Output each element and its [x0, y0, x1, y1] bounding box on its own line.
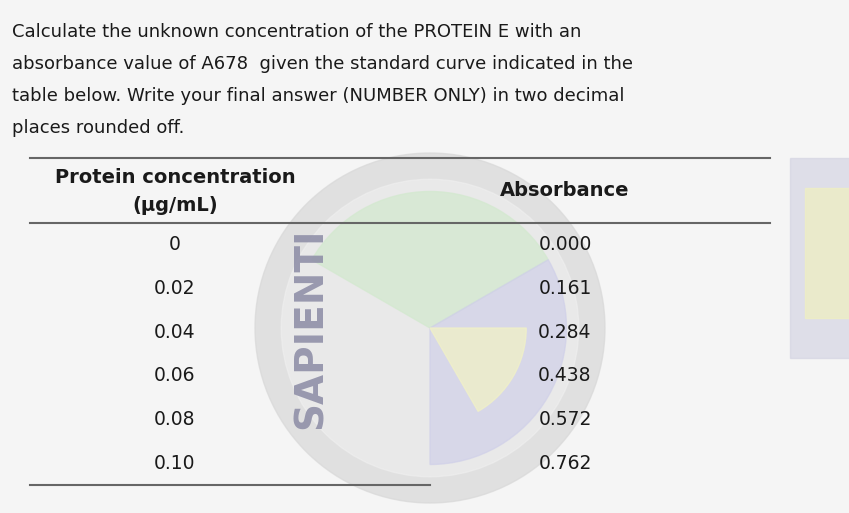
Text: 0: 0: [169, 235, 181, 254]
Text: places rounded off.: places rounded off.: [12, 119, 184, 137]
Text: 0.10: 0.10: [155, 453, 196, 472]
Text: 0.06: 0.06: [155, 366, 196, 385]
Text: 0.762: 0.762: [538, 453, 592, 472]
Wedge shape: [430, 260, 566, 464]
Text: Absorbance: Absorbance: [500, 181, 630, 200]
Text: SAPIENTI: SAPIENTI: [292, 227, 330, 429]
Text: 0.04: 0.04: [155, 323, 196, 342]
Text: 0.572: 0.572: [538, 410, 592, 429]
Text: 0.000: 0.000: [538, 235, 592, 254]
Text: absorbance value of A678  given the standard curve indicated in the: absorbance value of A678 given the stand…: [12, 55, 633, 73]
Wedge shape: [430, 328, 526, 411]
Text: Protein concentration: Protein concentration: [54, 168, 295, 187]
Text: 0.161: 0.161: [538, 279, 592, 298]
Text: 0.02: 0.02: [155, 279, 196, 298]
Text: (μg/mL): (μg/mL): [132, 196, 218, 215]
Text: 0.284: 0.284: [538, 323, 592, 342]
Bar: [790, 158, 849, 358]
Circle shape: [255, 153, 605, 503]
Text: table below. Write your final answer (NUMBER ONLY) in two decimal: table below. Write your final answer (NU…: [12, 87, 625, 105]
Text: 0.08: 0.08: [155, 410, 196, 429]
Text: Calculate the unknown concentration of the PROTEIN E with an: Calculate the unknown concentration of t…: [12, 23, 582, 41]
Text: 0.438: 0.438: [538, 366, 592, 385]
Bar: [805, 188, 849, 318]
Wedge shape: [312, 191, 548, 328]
Circle shape: [281, 179, 579, 477]
